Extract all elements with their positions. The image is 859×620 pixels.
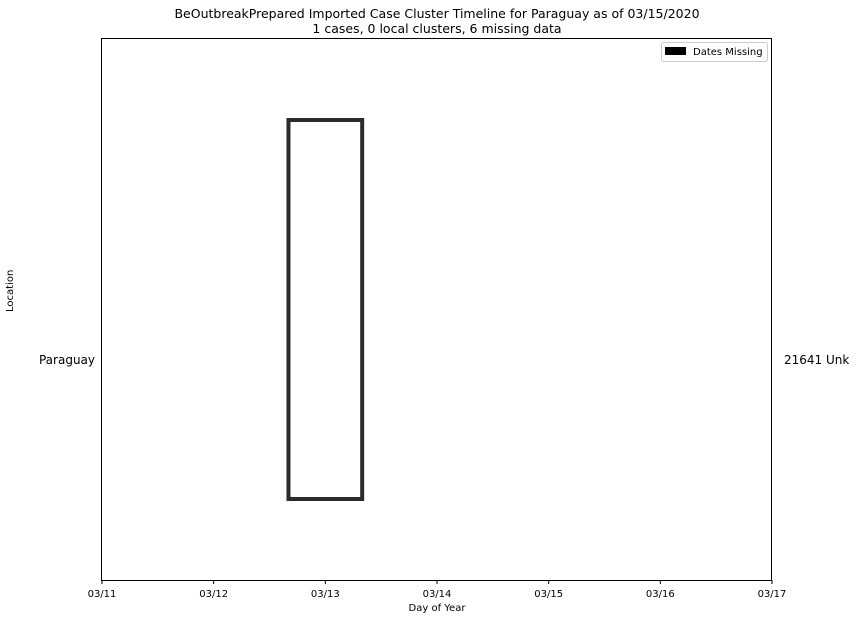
legend-box: [661, 42, 768, 62]
legend-label-dates-missing: Dates Missing: [693, 47, 763, 58]
plot-area: [101, 38, 772, 581]
x-tick-label: 03/14: [423, 589, 452, 600]
x-tick-label: 03/12: [199, 589, 228, 600]
right-case-label: 21641 Unk: [784, 353, 849, 367]
x-tick-label: 03/15: [534, 589, 563, 600]
x-tick-label: 03/11: [88, 589, 117, 600]
x-tick-label: 03/17: [758, 589, 787, 600]
chart-subtitle: 1 cases, 0 local clusters, 6 missing dat…: [312, 21, 562, 36]
legend: Dates Missing: [661, 42, 768, 62]
y-category-label: Paraguay: [39, 353, 95, 367]
x-tick-label: 03/16: [646, 589, 675, 600]
x-tick-label: 03/13: [311, 589, 340, 600]
chart-title: BeOutbreakPrepared Imported Case Cluster…: [174, 6, 700, 21]
case-bar-paraguay: [286, 118, 365, 501]
y-axis-label: Location: [5, 269, 16, 312]
x-axis-label: Day of Year: [409, 603, 467, 614]
legend-swatch-dates-missing: [665, 47, 686, 55]
